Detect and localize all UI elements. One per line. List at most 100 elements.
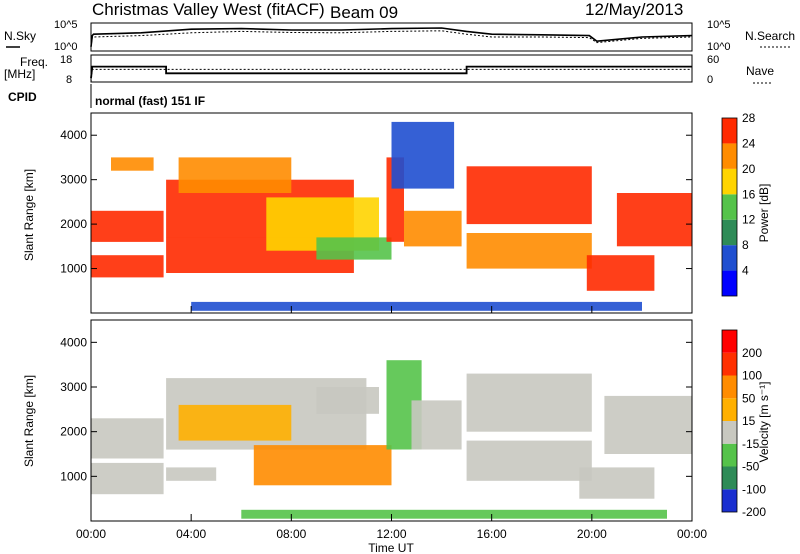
velocity-band-9 <box>466 373 592 432</box>
power-band-2 <box>111 157 154 171</box>
velocity-yticks-tick-label-3: 4000 <box>60 335 87 349</box>
power-panel: Slant Range [km] 1000 2000 3000 4000 4 8 12 16… <box>22 111 771 314</box>
velocity-band-8 <box>411 400 462 450</box>
time-xlabel: Time UT <box>368 541 414 554</box>
frequency-frame <box>90 54 693 83</box>
velocity-colorbar-swatch-4 <box>722 398 737 421</box>
power-yticks-tick-label-3: 4000 <box>60 128 87 142</box>
noise-frame <box>90 22 693 52</box>
velocity-colorbar-tick-label-4: -15 <box>742 437 760 451</box>
cpid-value: normal (fast) 151 IF <box>95 94 205 108</box>
velocity-band-13 <box>241 509 668 519</box>
power-colorbar-swatch-4 <box>722 168 737 195</box>
velocity-ylabel: Slant Range [km] <box>22 375 36 467</box>
power-band-11 <box>466 166 592 225</box>
time-tick-label-0: 00:00 <box>76 527 106 541</box>
power-band-14 <box>616 193 692 247</box>
power-yaxis: 1000 2000 3000 4000 <box>60 128 692 276</box>
noise-left-tick-top: 10^5 <box>54 19 78 31</box>
cpid-label: CPID <box>8 90 37 104</box>
power-yticks-tick-label-1: 2000 <box>60 217 87 231</box>
velocity-band-10 <box>466 440 592 481</box>
velocity-colorbar-frame <box>721 329 738 513</box>
velocity-colorbar-label: Velocity [m s⁻¹] <box>757 381 771 462</box>
nave-right-tick-top: 60 <box>707 54 719 66</box>
velocity-colorbar-swatch-7 <box>722 330 737 353</box>
velocity-colorbar-tick-label-7: -200 <box>742 505 766 519</box>
velocity-panel: Slant Range [km] 1000 2000 3000 4000 00:00 0… <box>22 306 771 554</box>
velocity-colorbar-swatch-0 <box>722 489 737 512</box>
power-colorbar-tick-label-6: 28 <box>742 111 756 125</box>
velocity-colorbar-tick-label-3: 15 <box>742 414 756 428</box>
power-colorbar-swatch-3 <box>722 194 737 220</box>
velocity-band-11 <box>579 467 655 499</box>
velocity-band-5 <box>253 445 392 486</box>
power-colorbar-tick-label-0: 4 <box>742 264 749 278</box>
frequency-panel: Freq. [MHz] 18 8 60 0 Nave <box>4 54 774 86</box>
power-colorbar-tick-label-4: 20 <box>742 162 756 176</box>
velocity-colorbar-swatch-3 <box>722 421 737 444</box>
power-band-10 <box>391 121 455 189</box>
velocity-colorbar: 200 100 50 15 -15 -50 -100 -200 <box>721 329 766 519</box>
power-colorbar-tick-label-1: 8 <box>742 238 749 252</box>
n-search-series-line <box>90 30 693 47</box>
velocity-yticks-tick-label-2: 3000 <box>60 380 87 394</box>
velocity-band-0 <box>91 418 164 459</box>
velocity-yaxis: 1000 2000 3000 4000 <box>60 335 692 483</box>
power-colorbar-swatch-2 <box>722 219 737 246</box>
velocity-colorbar-swatch-1 <box>722 466 737 490</box>
power-band-5 <box>178 157 292 193</box>
station-title: Christmas Valley West (fitACF) <box>92 0 325 19</box>
power-band-0 <box>91 210 164 242</box>
freq-unit-label: [MHz] <box>4 67 35 81</box>
power-colorbar-swatch-6 <box>722 118 737 144</box>
power-heatmap-cells <box>91 121 692 311</box>
velocity-colorbar-tick-label-6: -100 <box>742 482 766 496</box>
velocity-colorbar-swatch-5 <box>722 375 737 399</box>
velocity-band-6 <box>316 387 379 414</box>
velocity-yticks-tick-label-1: 2000 <box>60 425 87 439</box>
velocity-heatmap-cells <box>91 360 692 519</box>
time-tick-label-4: 16:00 <box>477 527 507 541</box>
freq-series-line <box>90 65 692 79</box>
power-ylabel: Slant Range [km] <box>22 169 36 261</box>
noise-right-tick-top: 10^5 <box>707 19 731 31</box>
velocity-colorbar-tick-label-1: 100 <box>742 369 762 383</box>
power-colorbar-swatch-0 <box>722 270 737 296</box>
velocity-colorbar-tick-label-0: 200 <box>742 346 762 360</box>
velocity-band-12 <box>604 395 692 454</box>
power-band-7 <box>316 237 392 260</box>
power-band-1 <box>91 255 164 278</box>
noise-panel: N.Sky 10^5 10^0 10^5 10^0 N.Search <box>4 19 795 53</box>
power-colorbar-tick-label-5: 24 <box>742 136 756 150</box>
velocity-band-3 <box>178 404 292 441</box>
power-band-13 <box>586 255 655 291</box>
velocity-band-4 <box>166 467 217 481</box>
time-tick-label-6: 00:00 <box>677 527 707 541</box>
time-tick-label-2: 08:00 <box>276 527 306 541</box>
velocity-band-1 <box>91 462 164 495</box>
power-colorbar: 4 8 12 16 20 24 28 <box>721 111 756 297</box>
power-yticks-tick-label-0: 1000 <box>60 262 87 276</box>
noise-right-tick-bottom: 10^0 <box>707 41 731 53</box>
velocity-colorbar-swatch-6 <box>722 352 737 376</box>
power-colorbar-frame <box>721 117 738 297</box>
velocity-colorbar-swatch-2 <box>722 443 737 467</box>
nave-right-tick-bottom: 0 <box>707 74 713 86</box>
velocity-yticks-tick-label-0: 1000 <box>60 469 87 483</box>
time-xaxis: 00:00 04:00 08:00 12:00 16:00 20:00 00:00 <box>76 306 707 541</box>
power-band-12 <box>466 233 592 269</box>
power-colorbar-label: Power [dB] <box>757 184 771 243</box>
freq-label: Freq. <box>20 55 48 69</box>
beam-title: Beam 09 <box>330 3 398 22</box>
power-band-15 <box>191 301 642 311</box>
power-colorbar-swatch-1 <box>722 245 737 271</box>
power-yticks-tick-label-2: 3000 <box>60 173 87 187</box>
time-tick-label-3: 12:00 <box>376 527 406 541</box>
time-tick-label-5: 20:00 <box>577 527 607 541</box>
power-colorbar-tick-label-3: 16 <box>742 187 756 201</box>
n-sky-series-line <box>90 27 693 47</box>
velocity-colorbar-tick-label-5: -50 <box>742 460 760 474</box>
freq-left-tick-top: 18 <box>60 54 72 66</box>
